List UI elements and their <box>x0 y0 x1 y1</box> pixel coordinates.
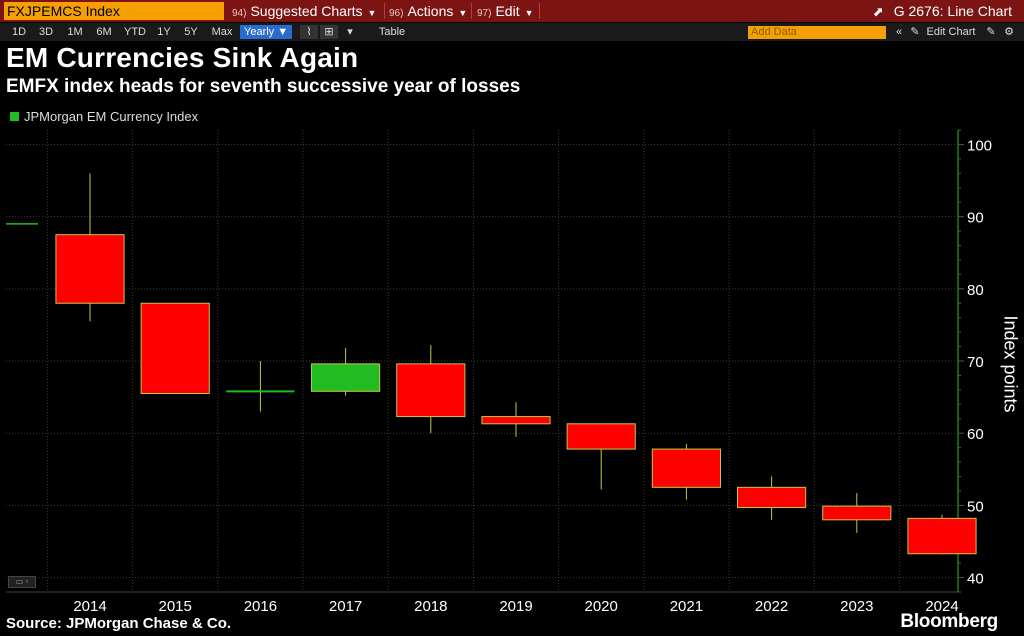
menu-number: 96) <box>389 8 404 19</box>
x-tick-label: 2017 <box>329 598 362 615</box>
ticker-field[interactable]: FXJPEMCS Index <box>4 2 224 20</box>
line-chart-icon[interactable]: ⌇ <box>300 25 318 39</box>
edit-icon[interactable]: ✎ <box>986 26 996 38</box>
menu-label: Actions <box>407 3 454 19</box>
add-data-input[interactable] <box>748 26 886 39</box>
candle-body <box>311 363 381 392</box>
y-tick-label: 70 <box>967 354 984 371</box>
caret-down-icon: ▼ <box>458 8 468 18</box>
x-tick-label: 2020 <box>585 598 618 615</box>
zoom-control[interactable]: ▭ ▫ <box>8 576 36 588</box>
y-tick-label: 40 <box>967 571 984 588</box>
collapse-icon[interactable]: « <box>895 26 903 38</box>
y-tick-label: 50 <box>967 498 984 515</box>
chart-id-link[interactable]: ⬈ G 2676: Line Chart <box>873 0 1012 22</box>
menu-number: 94) <box>232 8 247 19</box>
candle-body <box>822 505 892 521</box>
edit-menu[interactable]: 97) Edit ▼ <box>477 0 534 22</box>
period-1m-button[interactable]: 1M <box>67 26 83 38</box>
command-bar: FXJPEMCS Index 94) Suggested Charts ▼ 96) A… <box>0 0 1024 22</box>
menu-divider <box>539 3 540 19</box>
period-3d-button[interactable]: 3D <box>38 26 54 38</box>
source-note: Source: JPMorgan Chase & Co. <box>6 615 232 632</box>
legend: JPMorgan EM Currency Index <box>10 109 198 124</box>
actions-menu[interactable]: 96) Actions ▼ <box>389 0 467 22</box>
y-tick-label: 80 <box>967 282 984 299</box>
period-6m-button[interactable]: 6M <box>96 26 112 38</box>
suggested-charts-menu[interactable]: 94) Suggested Charts ▼ <box>232 0 376 22</box>
menu-number: 97) <box>477 8 492 19</box>
x-tick-label: 2021 <box>670 598 703 615</box>
legend-swatch <box>10 112 19 121</box>
edit-chart-button[interactable]: Edit Chart <box>926 26 976 38</box>
frequency-dropdown[interactable]: Yearly ▼ <box>240 25 293 39</box>
legend-label: JPMorgan EM Currency Index <box>24 109 199 124</box>
chart-type-dropdown-icon[interactable]: ▾ <box>347 26 353 38</box>
chart-title: EM Currencies Sink Again <box>6 42 359 73</box>
pencil-icon[interactable]: ✎ <box>910 26 920 38</box>
x-tick-label: 2019 <box>499 598 532 615</box>
bloomberg-logo: Bloomberg <box>900 611 998 632</box>
x-tick-label: 2016 <box>244 598 277 615</box>
caret-down-icon: ▼ <box>367 8 377 18</box>
external-link-icon: ⬈ <box>872 4 884 19</box>
menu-label: Suggested Charts <box>250 3 363 19</box>
candle-body <box>907 517 977 555</box>
period-1d-button[interactable]: 1D <box>11 26 27 38</box>
gear-icon[interactable]: ⚙ <box>1004 26 1014 38</box>
x-tick-label: 2022 <box>755 598 788 615</box>
candle-body <box>140 302 210 394</box>
menu-divider <box>471 3 472 19</box>
period-max-button[interactable]: Max <box>211 26 233 38</box>
y-axis-label: Index points <box>1000 315 1021 413</box>
y-tick-label: 90 <box>967 210 984 227</box>
x-tick-label: 2023 <box>840 598 873 615</box>
candle-body <box>396 363 466 418</box>
candle-body <box>481 416 551 425</box>
caret-down-icon: ▼ <box>524 8 534 18</box>
candle-chart-icon[interactable]: ⊞ <box>320 25 338 39</box>
x-tick-label: 2018 <box>414 598 447 615</box>
menu-divider <box>384 3 385 19</box>
chart-subtitle: EMFX index heads for seventh successive … <box>6 76 521 97</box>
x-tick-label: 2015 <box>159 598 192 615</box>
period-5y-button[interactable]: 5Y <box>184 26 198 38</box>
candle-body <box>566 423 636 450</box>
candle-body <box>651 448 721 488</box>
period-1y-button[interactable]: 1Y <box>157 26 171 38</box>
candle-body <box>55 234 125 304</box>
table-button[interactable]: Table <box>378 26 406 38</box>
y-tick-label: 60 <box>967 426 984 443</box>
period-ytd-button[interactable]: YTD <box>124 26 146 38</box>
x-tick-label: 2014 <box>73 598 106 615</box>
candle-body <box>737 486 807 509</box>
menu-label: Edit <box>495 3 520 19</box>
chart-id-label: G 2676: Line Chart <box>893 3 1012 19</box>
x-tick-label: 2024 <box>925 598 958 615</box>
chart-toolbar: 1D 3D 1M 6M YTD 1Y 5Y Max Yearly ▼ ⌇ ⊞ ▾… <box>0 23 1024 41</box>
y-tick-label: 100 <box>967 137 992 154</box>
